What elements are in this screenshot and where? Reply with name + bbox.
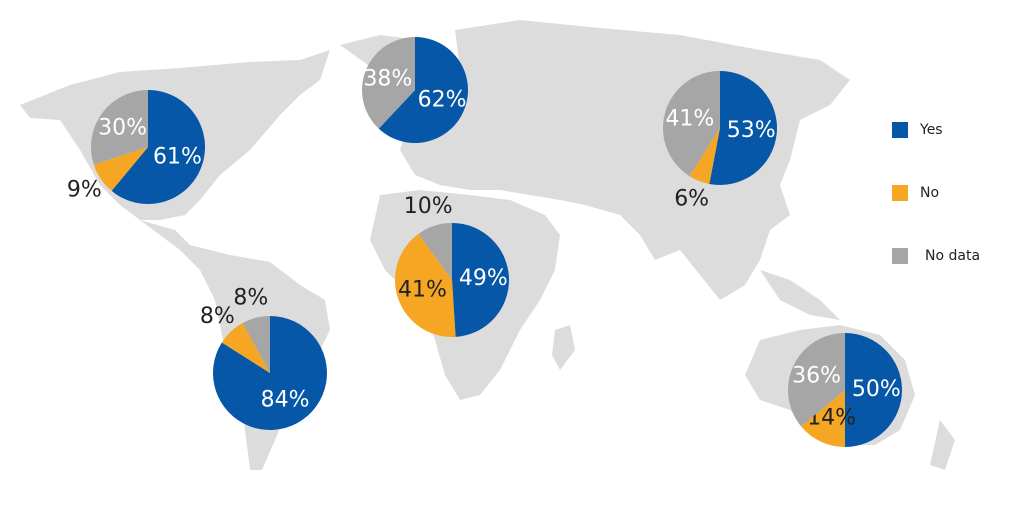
legend-swatch: [892, 248, 908, 264]
data-label: 10%: [404, 194, 453, 219]
pie-slice: [213, 316, 328, 430]
pie-slice: [111, 90, 205, 204]
data-label: 41%: [665, 106, 714, 131]
pie-slice: [90, 90, 148, 165]
pie-slice: [663, 71, 720, 177]
data-label: 38%: [363, 66, 412, 91]
pie-slice: [418, 223, 452, 280]
pie-slice: [788, 333, 845, 427]
data-label: 49%: [459, 266, 508, 291]
pie-slice: [452, 223, 509, 337]
legend-label: No: [920, 185, 939, 201]
pie-slice: [242, 316, 270, 373]
data-label: 8%: [200, 304, 235, 329]
pie-slice: [378, 37, 468, 143]
data-label: 8%: [233, 285, 268, 310]
data-label: 36%: [792, 364, 841, 389]
data-label: 84%: [261, 387, 310, 412]
data-label: 50%: [852, 377, 901, 402]
data-label: 53%: [727, 118, 776, 143]
pie-slice: [221, 323, 270, 373]
pie-slice: [93, 147, 148, 191]
legend-label: No data: [925, 248, 980, 264]
legend-swatch: [892, 185, 908, 201]
data-label: 9%: [67, 177, 102, 202]
pie-slice: [362, 37, 415, 129]
pie-slice: [709, 71, 777, 185]
legend-swatch: [892, 122, 908, 138]
pie-slice: [801, 390, 845, 447]
data-label: 30%: [98, 116, 147, 141]
data-label: 6%: [674, 187, 709, 212]
pie-slice: [689, 128, 720, 184]
legend-label: Yes: [919, 122, 943, 138]
data-label: 61%: [153, 145, 202, 170]
pie-slice: [395, 233, 456, 337]
data-label: 62%: [418, 88, 467, 113]
data-label: 41%: [398, 278, 447, 303]
pie-slice: [845, 333, 902, 447]
